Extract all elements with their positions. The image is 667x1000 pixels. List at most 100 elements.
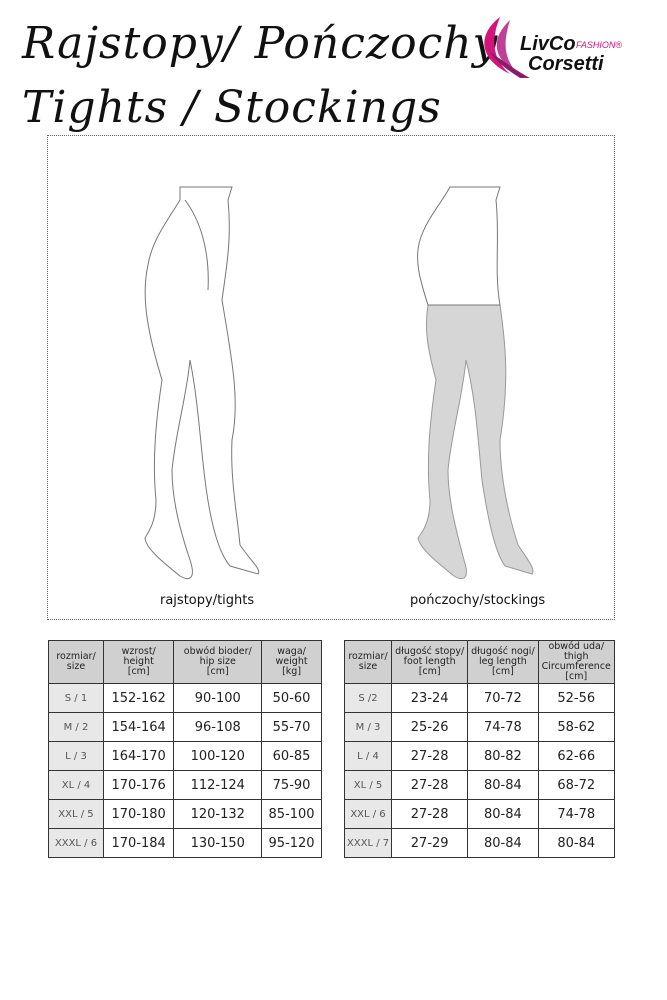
table-row: L / 4 27-28 80-82 62-66 [343,741,615,771]
svg-text:Corsetti: Corsetti [528,53,604,75]
value-cell: 130-150 [173,828,263,858]
header-line: [cm] [206,666,229,677]
header-line: size [66,661,86,672]
value-cell: 80-84 [467,799,539,829]
stockings-figure [417,186,534,580]
column-header: długość nogi/leg length [cm] [467,640,539,684]
header-line: [kg] [282,666,302,677]
value-cell: 23-24 [391,683,469,713]
svg-text:LivCo: LivCo [520,33,576,55]
value-cell: 85-100 [261,799,322,829]
column-header: długość stopy/foot length [cm] [391,640,469,684]
size-cell: XXL / 6 [343,799,393,829]
header-line: [cm] [491,666,514,677]
size-cell: S / 1 [48,683,104,713]
value-cell: 95-120 [261,828,322,858]
header-line: size [358,661,378,672]
value-cell: 75-90 [261,770,322,800]
value-cell: 27-28 [391,770,469,800]
size-cell: L / 3 [48,741,104,771]
value-cell: 154-164 [102,712,175,742]
value-cell: 112-124 [173,770,263,800]
table-row: L / 3 164-170 100-120 60-85 [48,741,322,771]
value-cell: 74-78 [467,712,539,742]
title-english: Tights / Stockings [22,82,442,133]
header-line: wzrost/ [121,646,156,657]
value-cell: 74-78 [537,799,615,829]
table-row: S /2 23-24 70-72 52-56 [343,683,615,713]
table-row: XL / 4 170-176 112-124 75-90 [48,770,322,800]
header-line: obwód bioder/ [183,646,252,657]
header-line: [cm] [565,671,588,682]
size-cell: M / 2 [48,712,104,742]
header-line: rozmiar/ [348,651,388,662]
stockings-caption: pończochy/stockings [410,593,546,608]
header-line: hip size [199,656,236,667]
tights-caption: rajstopy/tights [160,593,255,608]
header-line: foot length [403,656,456,667]
column-header: obwód uda/thigh Circumference [cm] [537,640,615,684]
illustration-frame [47,135,615,620]
value-cell: 55-70 [261,712,322,742]
size-cell: XL / 5 [343,770,393,800]
column-header: wzrost/height [cm] [102,640,175,684]
header-line: height [123,656,154,667]
value-cell: 60-85 [261,741,322,771]
value-cell: 170-184 [102,828,175,858]
value-cell: 96-108 [173,712,263,742]
tights-figure [144,186,260,580]
leg-illustrations [144,186,534,580]
header-line: waga/ [277,646,306,657]
header-line: [cm] [418,666,441,677]
header-line: thigh [564,651,589,662]
size-cell: XXL / 5 [48,799,104,829]
value-cell: 170-176 [102,770,175,800]
value-cell: 164-170 [102,741,175,771]
tights-size-table: rozmiar/size wzrost/height [cm] obwód biode… [48,640,322,858]
header-line: leg length [479,656,527,667]
table-row: XL / 5 27-28 80-84 68-72 [343,770,615,800]
header-line: Circumference [541,661,611,672]
value-cell: 80-84 [537,828,615,858]
column-header: rozmiar/size [48,640,104,684]
value-cell: 152-162 [102,683,175,713]
column-header: obwód bioder/hip size [cm] [173,640,263,684]
value-cell: 52-56 [537,683,615,713]
value-cell: 170-180 [102,799,175,829]
table-row: M / 2 154-164 96-108 55-70 [48,712,322,742]
title-polish: Rajstopy/ Pończochy [22,18,499,69]
table-row: M / 3 25-26 74-78 58-62 [343,712,615,742]
value-cell: 100-120 [173,741,263,771]
table-row: S / 1 152-162 90-100 50-60 [48,683,322,713]
header-line: długość nogi/ [471,646,535,657]
table-row: XXL / 5 170-180 120-132 85-100 [48,799,322,829]
size-cell: XXXL / 6 [48,828,104,858]
value-cell: 80-84 [467,828,539,858]
table-row: XXXL / 6 170-184 130-150 95-120 [48,828,322,858]
value-cell: 80-82 [467,741,539,771]
size-cell: S /2 [343,683,393,713]
header-line: długość stopy/ [395,646,465,657]
value-cell: 90-100 [173,683,263,713]
table-row: XXL / 6 27-28 80-84 74-78 [343,799,615,829]
column-header: waga/weight [kg] [261,640,322,684]
value-cell: 70-72 [467,683,539,713]
header-line: obwód uda/ [548,641,605,652]
value-cell: 58-62 [537,712,615,742]
value-cell: 50-60 [261,683,322,713]
svg-text:FASHION®: FASHION® [576,40,622,50]
value-cell: 27-28 [391,741,469,771]
size-cell: L / 4 [343,741,393,771]
value-cell: 27-29 [391,828,469,858]
value-cell: 25-26 [391,712,469,742]
stockings-size-table: rozmiar/size długość stopy/foot length [cm… [343,640,615,858]
value-cell: 120-132 [173,799,263,829]
header-line: weight [275,656,308,667]
column-header: rozmiar/size [343,640,393,684]
size-cell: M / 3 [343,712,393,742]
value-cell: 62-66 [537,741,615,771]
table-row: XXXL / 7 27-29 80-84 80-84 [343,828,615,858]
size-cell: XXXL / 7 [343,828,393,858]
value-cell: 27-28 [391,799,469,829]
